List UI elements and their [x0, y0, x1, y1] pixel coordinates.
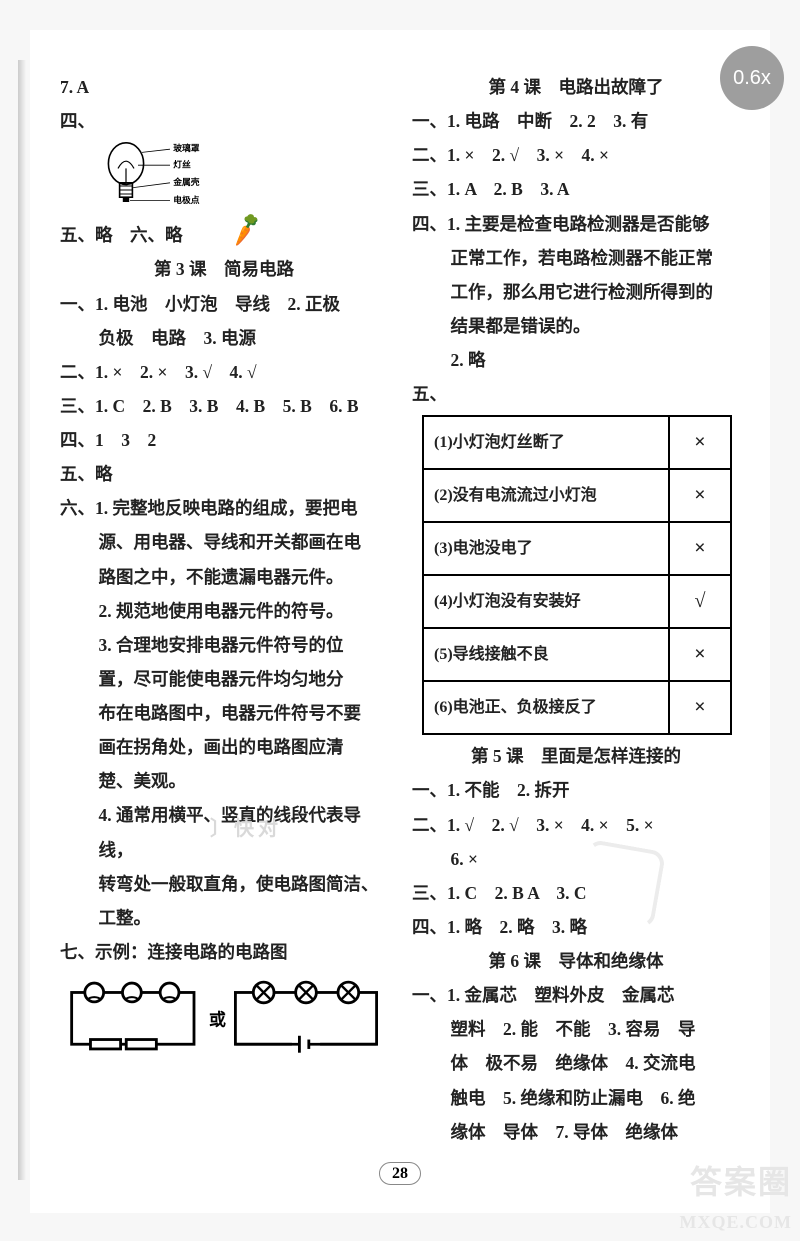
table-mark: ×	[669, 469, 731, 522]
table-row: (3)电池没电了×	[423, 522, 731, 575]
answer-line: 五、略 六、略	[60, 218, 388, 252]
answer-line: 塑料 2. 能 不能 3. 容易 导	[412, 1012, 740, 1046]
answer-line: 七、示例：连接电路的电路图	[60, 935, 388, 969]
bulb-label: 电极点	[173, 194, 200, 205]
zoom-badge[interactable]: 0.6x	[720, 46, 784, 110]
table-mark: ×	[669, 522, 731, 575]
q-watermark-icon	[576, 839, 666, 929]
table-mark: ×	[669, 628, 731, 681]
zoom-value: 0.6x	[733, 67, 771, 90]
table-mark: ×	[669, 681, 731, 734]
answer-line: 置，尽可能使电器元件均匀地分	[60, 662, 388, 696]
bulb-label: 玻璃罩	[173, 142, 200, 153]
answer-line: 工作，那么用它进行检测所得到的	[412, 275, 740, 309]
table-cell: (2)没有电流流过小灯泡	[423, 469, 669, 522]
answer-line: 一、1. 不能 2. 拆开	[412, 773, 740, 807]
answer-line: 六、1. 完整地反映电路的组成，要把电	[60, 491, 388, 525]
document-page: 7. A 四、 玻璃罩 灯丝 金属壳 电极点	[30, 30, 770, 1213]
answer-line: 楚、美观。	[60, 764, 388, 798]
answer-line: 2. 略	[412, 343, 740, 377]
table-cell: (3)电池没电了	[423, 522, 669, 575]
answer-line: 四、1. 主要是检查电路检测器是否能够	[412, 207, 740, 241]
answer-line: 二、1. × 2. × 3. √ 4. √	[60, 355, 388, 389]
answer-line: 三、1. A 2. B 3. A	[412, 172, 740, 206]
bulb-label: 灯丝	[173, 159, 191, 170]
answer-table: (1)小灯泡灯丝断了× (2)没有电流流过小灯泡× (3)电池没电了× (4)小…	[422, 415, 732, 735]
answer-line: 三、1. C 2. B 3. B 4. B 5. B 6. B	[60, 389, 388, 423]
answer-line: 缘体 导体 7. 导体 绝缘体	[412, 1115, 740, 1149]
answer-line: 画在拐角处，画出的电路图应清	[60, 730, 388, 764]
section-five: 五、	[412, 377, 740, 411]
section-four: 四、	[60, 104, 388, 138]
answer-line: 二、1. √ 2. √ 3. × 4. × 5. ×	[412, 808, 740, 842]
lesson-title: 第 4 课 电路出故障了	[412, 70, 740, 104]
lesson-title: 第 6 课 导体和绝缘体	[412, 944, 740, 978]
table-cell: (5)导线接触不良	[423, 628, 669, 681]
page-number: 28	[60, 1165, 740, 1183]
site-watermark: 答案圈MXQE.COM	[680, 1165, 792, 1235]
bulb-label: 金属壳	[172, 176, 200, 187]
answer-line: 3. 合理地安排电器元件符号的位	[60, 628, 388, 662]
table-cell: (4)小灯泡没有安装好	[423, 575, 669, 628]
answer-line: 一、1. 电路 中断 2. 2 3. 有	[412, 104, 740, 138]
two-column-layout: 7. A 四、 玻璃罩 灯丝 金属壳 电极点	[60, 70, 740, 1149]
answer-line: 布在电路图中，电器元件符号不要	[60, 696, 388, 730]
answer-line: 四、1 3 2	[60, 423, 388, 457]
answer-line: 一、1. 金属芯 塑料外皮 金属芯	[412, 978, 740, 1012]
answer-line: 6. ×	[412, 842, 740, 876]
lightbulb-diagram: 玻璃罩 灯丝 金属壳 电极点	[80, 138, 200, 218]
svg-text:或: 或	[209, 1009, 226, 1029]
answer-line: 2. 规范地使用电器元件的符号。	[60, 594, 388, 628]
answer-line: 负极 电路 3. 电源	[60, 321, 388, 355]
answer-line: 路图之中，不能遗漏电器元件。	[60, 560, 388, 594]
answer-line: 三、1. C 2. B A 3. C	[412, 876, 740, 910]
answer-line: 一、1. 电池 小灯泡 导线 2. 正极	[60, 287, 388, 321]
kuaidui-watermark: 〕快对	[210, 810, 282, 849]
answer-line: 四、1. 略 2. 略 3. 略	[412, 910, 740, 944]
page-shadow	[18, 60, 26, 1180]
table-cell: (6)电池正、负极接反了	[423, 681, 669, 734]
left-column: 7. A 四、 玻璃罩 灯丝 金属壳 电极点	[60, 70, 388, 1149]
answer-line: 二、1. × 2. √ 3. × 4. ×	[412, 138, 740, 172]
answer-line: 工整。	[60, 901, 388, 935]
lesson-title: 第 5 课 里面是怎样连接的	[412, 739, 740, 773]
answer-line: 体 极不易 绝缘体 4. 交流电	[412, 1046, 740, 1080]
table-row: (5)导线接触不良×	[423, 628, 731, 681]
answer-line: 正常工作，若电路检测器不能正常	[412, 241, 740, 275]
answer-line: 7. A	[60, 70, 388, 104]
table-row: (2)没有电流流过小灯泡×	[423, 469, 731, 522]
answer-line: 源、用电器、导线和开关都画在电	[60, 525, 388, 559]
answer-line: 结果都是错误的。	[412, 309, 740, 343]
circuit-diagram: 或	[66, 973, 388, 1070]
answer-line: 转弯处一般取直角，使电路图简洁、	[60, 867, 388, 901]
answer-line: 五、略	[60, 457, 388, 491]
table-row: (1)小灯泡灯丝断了×	[423, 416, 731, 469]
page-number-value: 28	[379, 1162, 421, 1185]
lesson-title: 第 3 课 简易电路	[60, 252, 388, 286]
table-row: (4)小灯泡没有安装好√	[423, 575, 731, 628]
table-mark: √	[669, 575, 731, 628]
table-mark: ×	[669, 416, 731, 469]
table-cell: (1)小灯泡灯丝断了	[423, 416, 669, 469]
answer-line: 触电 5. 绝缘和防止漏电 6. 绝	[412, 1081, 740, 1115]
table-row: (6)电池正、负极接反了×	[423, 681, 731, 734]
right-column: 第 4 课 电路出故障了 一、1. 电路 中断 2. 2 3. 有 二、1. ×…	[412, 70, 740, 1149]
